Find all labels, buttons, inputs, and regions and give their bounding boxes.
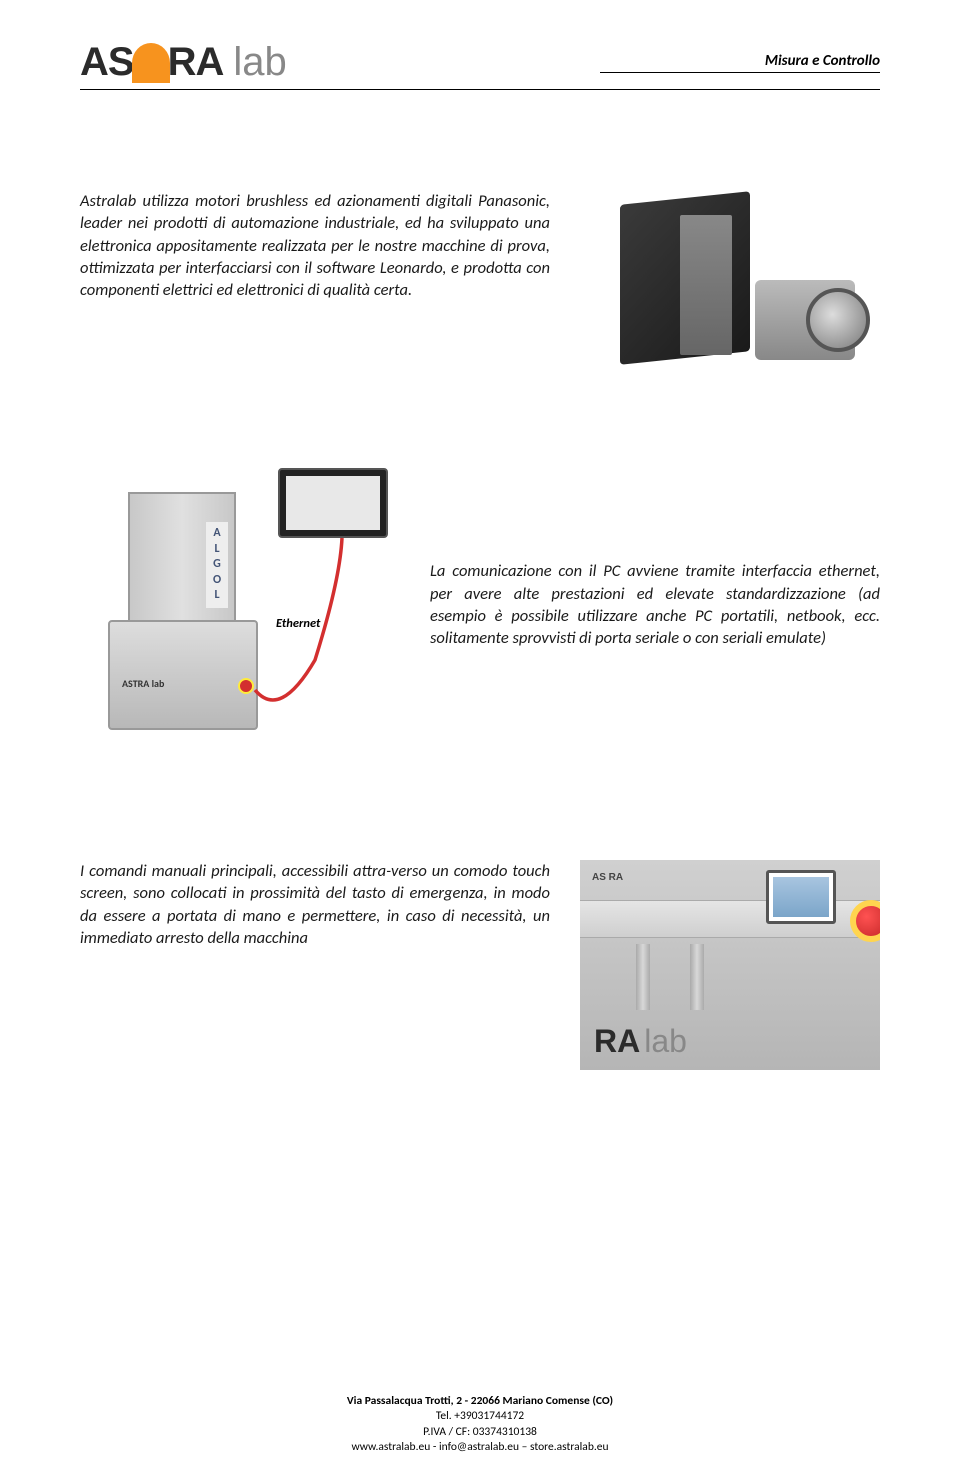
ethernet-label: Ethernet [276,616,320,631]
machine-brand-label: ASTRA lab [122,677,164,690]
header-tagline: Misura e Controllo [600,52,880,73]
panel-logo-top: AS RA [592,872,623,883]
machine-vertical-label: A L G O L [206,522,228,608]
motor-face-icon [806,288,870,352]
motor-image [580,190,880,380]
touchscreen-display-icon [773,877,829,917]
logo: ASRA lab [80,40,287,85]
panel-column2-icon [690,944,704,1010]
logo-main: ASRA [80,40,223,85]
monitor-screen-icon [286,476,380,530]
servo-drive-front-icon [680,215,732,355]
footer-tel: Tel. +39031744172 [0,1409,960,1425]
panel-logo-main: RA [594,1023,640,1060]
footer-vat: P.IVA / CF: 03374310138 [0,1425,960,1441]
footer-address: Via Passalacqua Trotti, 2 - 22066 Marian… [0,1394,960,1410]
logo-sub: lab [233,40,286,85]
ethernet-diagram: A L G O L ASTRA lab Ethernet [80,460,400,750]
touchscreen-icon [766,870,836,924]
footer-web: www.astralab.eu - info@astralab.eu – sto… [0,1440,960,1456]
section1-text: Astralab utilizza motori brushless ed az… [80,190,550,301]
panel-logo-sub: lab [644,1023,687,1060]
control-panel-image: AS RA RA lab [580,860,880,1070]
section2-text: La comunicazione con il PC avviene trami… [430,560,880,649]
panel-logo: RA lab [594,1023,687,1060]
monitor-icon [278,468,388,538]
emergency-stop-icon [238,678,254,694]
section-ethernet: A L G O L ASTRA lab Ethernet La comunica… [80,460,880,750]
section-motors: Astralab utilizza motori brushless ed az… [80,190,880,380]
header-tagline-wrap: Misura e Controllo [600,52,880,73]
page-header: ASRA lab Misura e Controllo [80,40,880,90]
panel-column1-icon [636,944,650,1010]
section-touchscreen: I comandi manuali principali, accessibil… [80,860,880,1070]
section3-text: I comandi manuali principali, accessibil… [80,860,550,949]
logo-icon [132,43,170,83]
machine-base-icon [108,620,258,730]
page-footer: Via Passalacqua Trotti, 2 - 22066 Marian… [0,1394,960,1456]
